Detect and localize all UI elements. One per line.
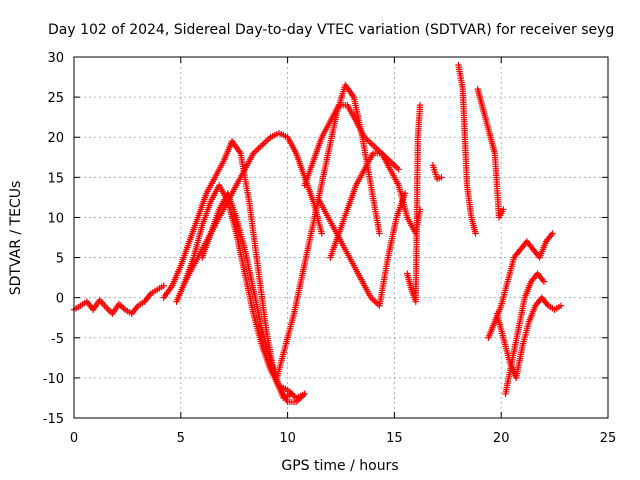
series-arc-11: [474, 85, 507, 221]
data-point: [438, 174, 445, 181]
y-tick-label: 10: [47, 211, 64, 226]
data-point: [557, 302, 565, 309]
y-tick-label: -15: [43, 412, 64, 427]
data-point: [540, 278, 548, 285]
series-isolated-16-17: [429, 162, 445, 183]
data-point-trail: [104, 305, 111, 313]
series-arc-13: [493, 294, 565, 382]
x-tick-label: 20: [493, 431, 510, 446]
series-arc-1: [160, 138, 296, 402]
data-point: [318, 230, 325, 237]
x-tick-label: 0: [70, 431, 78, 446]
y-tick-label: 25: [47, 91, 64, 106]
y-axis-title: SDTVAR / TECUs: [8, 181, 24, 296]
series-arc-5: [273, 81, 383, 382]
chart-title: Day 102 of 2024, Sidereal Day-to-day VTE…: [48, 22, 614, 38]
x-tick-label: 15: [386, 431, 403, 446]
data-point: [472, 230, 479, 237]
y-tick-label: -10: [43, 372, 64, 387]
data-point: [395, 166, 402, 173]
series-arc-4: [198, 190, 308, 406]
data-point: [376, 230, 383, 237]
x-axis-title: GPS time / hours: [281, 458, 398, 474]
y-tick-label: 20: [47, 131, 64, 146]
y-tick-label: 30: [47, 51, 64, 66]
data-point-trail: [106, 307, 113, 314]
y-tick-label: -5: [51, 332, 64, 347]
data-point: [160, 282, 167, 289]
series-arc-9: [404, 101, 424, 305]
data-point: [549, 230, 556, 237]
x-tick-label: 10: [279, 431, 296, 446]
plot-frame: [73, 56, 609, 419]
y-tick-label: 0: [56, 292, 64, 307]
y-tick-label: 5: [56, 252, 64, 267]
y-tick-label: 15: [47, 171, 64, 186]
x-tick-label: 25: [600, 431, 617, 446]
series-arc-14: [502, 270, 548, 398]
axes: 0 5 10 15 20 25 -15 -10 -5 0 5 10 15 20 25 30: [43, 51, 617, 446]
series-arc-12: [485, 230, 556, 341]
data-point: [416, 101, 424, 109]
data-point: [301, 390, 308, 398]
x-tick-label: 5: [177, 431, 185, 446]
series-early-baseline: [70, 282, 167, 317]
series-arc-10: [455, 61, 479, 237]
data-point: [500, 206, 507, 213]
series-arc-6: [301, 101, 402, 189]
series-arc-8: [327, 150, 424, 261]
data-points: [70, 61, 565, 406]
